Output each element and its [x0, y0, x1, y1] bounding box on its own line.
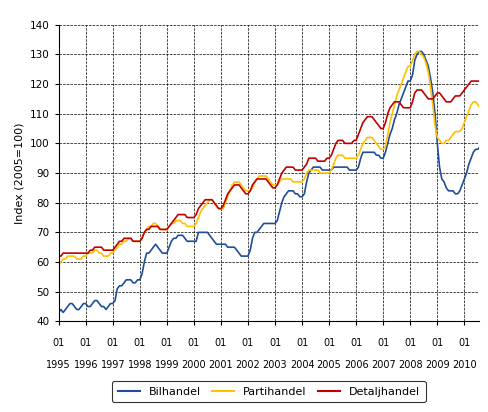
Text: 2007: 2007 — [370, 360, 395, 370]
Text: 01: 01 — [268, 338, 281, 348]
Bilhandel — [99, 304, 104, 309]
Text: 2002: 2002 — [235, 360, 260, 370]
Text: 1996: 1996 — [73, 360, 98, 370]
Detaljhandel — [184, 215, 190, 220]
Line: Partihandel: Partihandel — [59, 52, 479, 265]
Text: 01: 01 — [349, 338, 362, 348]
Partihandel — [99, 250, 104, 255]
Bilhandel — [415, 49, 421, 54]
Text: 01: 01 — [242, 338, 254, 348]
Bilhandel — [58, 307, 64, 312]
Text: 01: 01 — [106, 338, 119, 348]
Text: 01: 01 — [187, 338, 200, 348]
Detaljhandel — [195, 206, 201, 211]
Text: 2009: 2009 — [424, 360, 448, 370]
Line: Bilhandel: Bilhandel — [59, 52, 479, 312]
Partihandel — [195, 215, 201, 220]
Text: 2001: 2001 — [208, 360, 233, 370]
Bilhandel — [56, 310, 61, 315]
Text: 1995: 1995 — [46, 360, 71, 370]
Text: 01: 01 — [295, 338, 307, 348]
Detaljhandel — [58, 254, 64, 259]
Partihandel — [56, 262, 61, 267]
Text: 2006: 2006 — [343, 360, 368, 370]
Text: 2010: 2010 — [451, 360, 476, 370]
Detaljhandel — [56, 254, 61, 259]
Detaljhandel — [467, 79, 473, 84]
Text: 01: 01 — [133, 338, 145, 348]
Text: 01: 01 — [376, 338, 388, 348]
Text: 01: 01 — [214, 338, 226, 348]
Text: 2005: 2005 — [316, 360, 341, 370]
Partihandel — [413, 49, 419, 54]
Partihandel — [58, 260, 64, 265]
Text: 01: 01 — [52, 338, 65, 348]
Text: 1998: 1998 — [127, 360, 152, 370]
Partihandel — [184, 224, 190, 229]
Text: 01: 01 — [161, 338, 173, 348]
Text: 01: 01 — [80, 338, 92, 348]
Detaljhandel — [99, 245, 104, 250]
Text: 2003: 2003 — [262, 360, 287, 370]
Bilhandel — [195, 230, 201, 235]
Detaljhandel — [208, 197, 214, 202]
Detaljhandel — [463, 84, 468, 89]
Partihandel — [208, 197, 214, 202]
Y-axis label: Index (2005=100): Index (2005=100) — [14, 122, 24, 224]
Detaljhandel — [476, 79, 482, 84]
Text: 2008: 2008 — [397, 360, 422, 370]
Text: 01: 01 — [403, 338, 415, 348]
Line: Detaljhandel: Detaljhandel — [59, 81, 479, 256]
Bilhandel — [184, 239, 190, 244]
Bilhandel — [465, 162, 471, 166]
Text: 01: 01 — [430, 338, 443, 348]
Partihandel — [465, 108, 471, 113]
Legend: Bilhandel, Partihandel, Detaljhandel: Bilhandel, Partihandel, Detaljhandel — [112, 381, 425, 403]
Text: 01: 01 — [457, 338, 469, 348]
Partihandel — [476, 105, 482, 110]
Text: 2004: 2004 — [289, 360, 314, 370]
Bilhandel — [208, 236, 214, 241]
Bilhandel — [476, 144, 482, 149]
Text: 2000: 2000 — [181, 360, 206, 370]
Text: 1999: 1999 — [154, 360, 179, 370]
Text: 1997: 1997 — [100, 360, 125, 370]
Text: 01: 01 — [323, 338, 335, 348]
